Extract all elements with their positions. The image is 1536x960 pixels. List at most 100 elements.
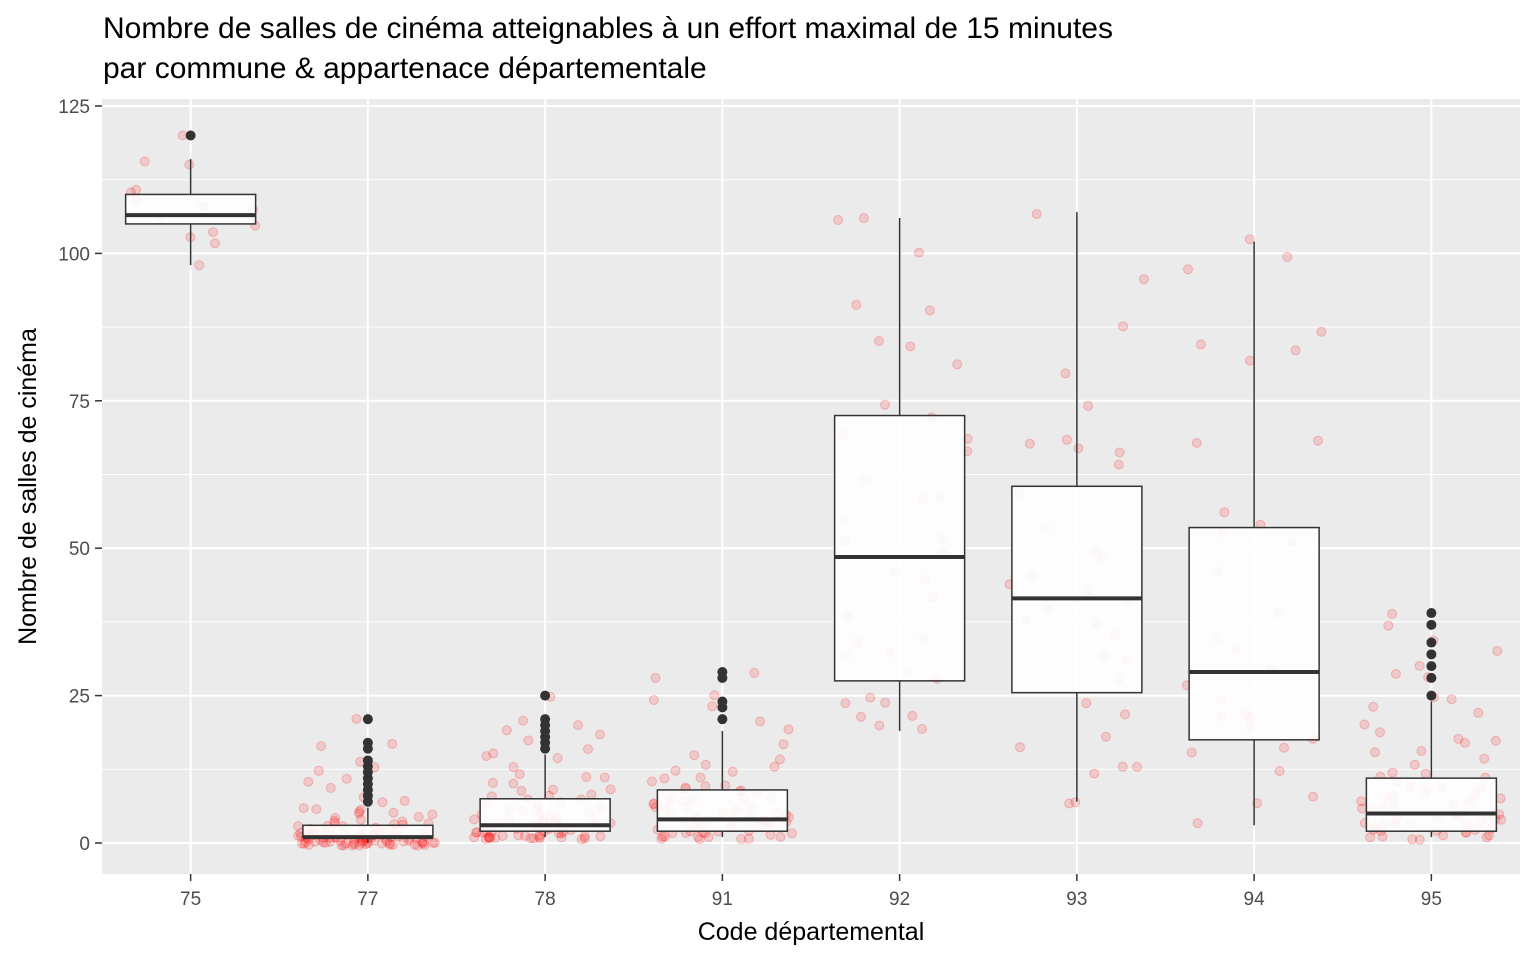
jitter-point <box>707 701 718 712</box>
jitter-point <box>483 832 494 843</box>
jitter-point <box>840 698 851 709</box>
jitter-point <box>336 840 347 851</box>
outlier-point <box>362 755 373 766</box>
jitter-point <box>354 840 365 851</box>
jitter-point <box>1453 733 1464 744</box>
jitter-point <box>299 838 310 849</box>
jitter-point <box>865 692 876 703</box>
jitter-point <box>1316 326 1327 337</box>
jitter-point <box>316 741 327 752</box>
jitter-point <box>488 748 499 759</box>
jitter-point <box>1308 791 1319 802</box>
jitter-point <box>556 832 567 843</box>
jitter-point <box>573 720 584 731</box>
jitter-point <box>648 695 659 705</box>
jitter-point <box>347 840 358 851</box>
jitter-point <box>311 804 322 815</box>
outlier-point <box>540 714 551 725</box>
jitter-point <box>330 813 341 823</box>
jitter-point <box>952 359 963 370</box>
box-iqr <box>833 414 966 682</box>
jitter-point <box>749 668 760 678</box>
jitter-point <box>1083 400 1094 411</box>
jitter-point <box>774 754 785 765</box>
jitter-point <box>1387 767 1398 778</box>
jitter-point <box>1446 694 1457 705</box>
box-78 <box>479 690 611 838</box>
jitter-point <box>650 672 661 683</box>
jitter-point <box>1031 209 1042 219</box>
jitter-point <box>880 697 891 708</box>
jitter-point <box>1186 747 1197 758</box>
outlier-point <box>1426 619 1437 630</box>
x-tick-label: 91 <box>712 889 733 910</box>
jitter-point <box>409 839 420 850</box>
outlier-point <box>540 690 551 701</box>
jitter-point <box>1365 832 1376 843</box>
jitter-point <box>516 785 527 796</box>
jitter-point <box>1195 339 1206 350</box>
jitter-point <box>1118 321 1129 332</box>
jitter-point <box>755 716 766 727</box>
jitter-point <box>304 839 314 850</box>
jitter-point <box>1064 798 1075 809</box>
jitter-point <box>497 830 508 841</box>
jitter-point <box>469 832 480 843</box>
jitter-point <box>548 784 559 795</box>
jitter-point <box>303 776 314 787</box>
jitter-point <box>1479 753 1490 764</box>
jitter-point <box>184 159 195 170</box>
jitter-point <box>703 832 714 843</box>
jitter-point <box>851 299 862 310</box>
jitter-point <box>1113 459 1124 470</box>
jitter-point <box>1024 438 1035 449</box>
jitter-point <box>783 724 794 735</box>
jitter-point <box>1407 834 1418 845</box>
jitter-point <box>1274 766 1285 777</box>
jitter-point <box>858 213 869 224</box>
jitter-point <box>483 832 494 843</box>
jitter-point <box>924 305 935 316</box>
jitter-point <box>501 725 512 736</box>
jitter-point <box>659 831 670 842</box>
jitter-point <box>484 832 495 843</box>
jitter-point <box>694 834 705 845</box>
outlier-point <box>717 696 728 707</box>
box-iqr <box>1188 526 1320 741</box>
y-tick-label: 125 <box>58 97 90 118</box>
outlier-point <box>1426 649 1437 660</box>
x-tick-label: 94 <box>1244 889 1266 910</box>
jitter-point <box>297 838 307 849</box>
jitter-point <box>1416 746 1427 756</box>
jitter-point <box>659 773 670 784</box>
jitter-point <box>354 806 365 817</box>
outlier-point <box>1426 608 1437 619</box>
jitter-point <box>599 772 610 783</box>
jitter-point <box>647 776 657 787</box>
jitter-point <box>514 769 525 780</box>
jitter-point <box>787 828 797 839</box>
y-axis-title: Nombre de salles de cinéma <box>14 328 42 645</box>
jitter-point <box>586 789 597 800</box>
jitter-point <box>1252 798 1263 809</box>
jitter-point <box>534 832 545 842</box>
outlier-point <box>185 130 196 141</box>
jitter-point <box>580 833 590 844</box>
jitter-point <box>1377 831 1388 842</box>
x-tick-label: 95 <box>1421 889 1442 910</box>
jitter-point <box>874 720 885 731</box>
outlier-point <box>1426 637 1437 648</box>
jitter-point <box>298 803 309 814</box>
jitter-point <box>1114 447 1125 458</box>
outlier-point <box>362 737 373 748</box>
jitter-point <box>1387 608 1398 619</box>
jitter-point <box>469 814 480 825</box>
jitter-point <box>1409 759 1420 770</box>
jitter-point <box>480 834 491 844</box>
jitter-point <box>1132 761 1143 772</box>
jitter-point <box>907 710 918 721</box>
x-tick-label: 93 <box>1066 889 1087 910</box>
jitter-point <box>313 765 324 776</box>
jitter-point <box>1100 731 1111 742</box>
jitter-point <box>670 765 681 776</box>
